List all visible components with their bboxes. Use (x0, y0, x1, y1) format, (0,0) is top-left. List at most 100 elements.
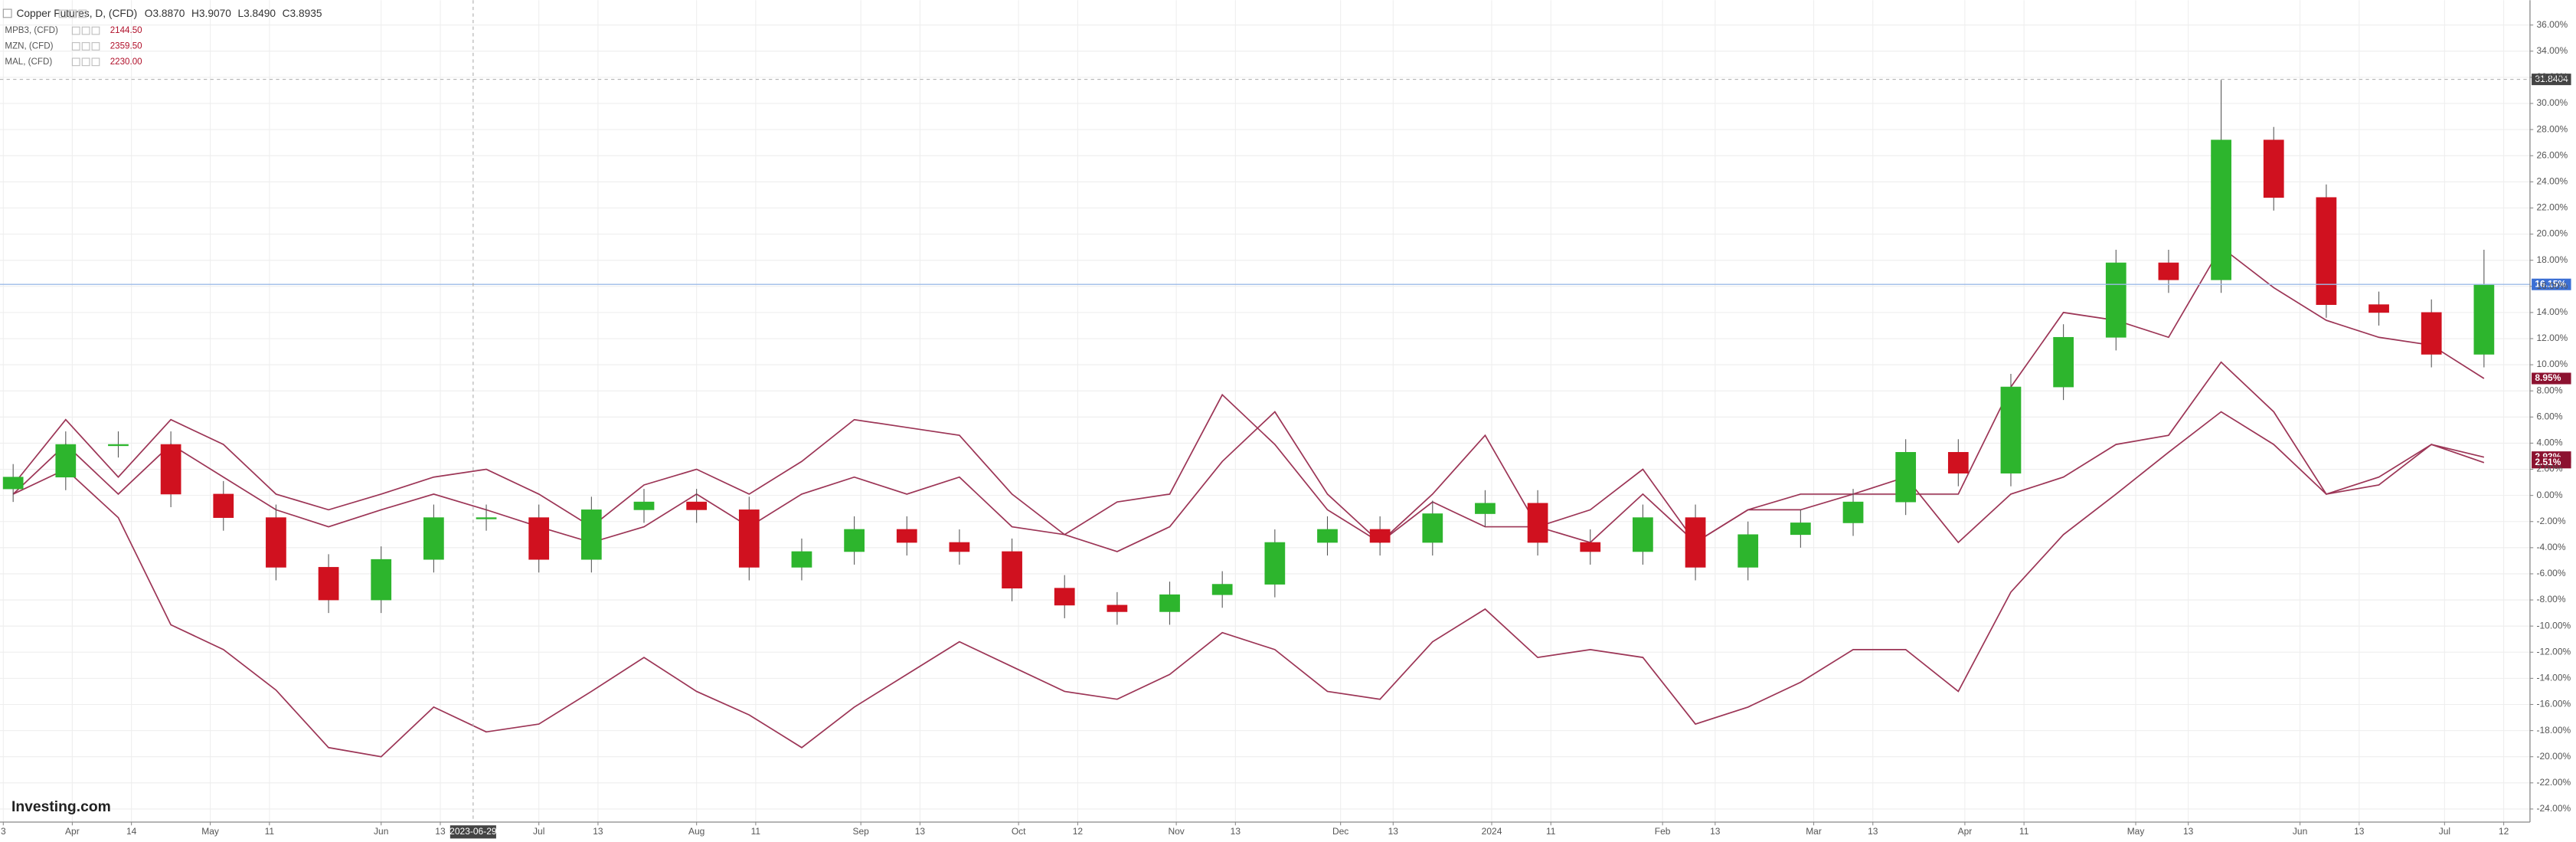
candle-body (1002, 551, 1022, 589)
crosshair-y-label: 31.8404 (2535, 74, 2568, 84)
header-icon[interactable] (78, 9, 87, 18)
y-tick-label: 4.00% (2537, 437, 2563, 448)
crosshair-x-label: 2023-06-29 (449, 826, 497, 837)
candle-body (1159, 594, 1180, 612)
branding-logo: Investing.com (11, 799, 111, 815)
x-tick-label: 13 (435, 826, 446, 837)
x-tick-label: 2024 (1482, 826, 1502, 837)
legend-icon[interactable] (91, 26, 100, 35)
candle-body (1947, 452, 1969, 473)
x-tick-label: May (201, 826, 219, 837)
collapse-icon[interactable] (2, 8, 12, 18)
y-tick-label: 26.00% (2537, 149, 2568, 160)
candle-body (423, 517, 444, 560)
candle-body (1475, 503, 1496, 514)
price-label-box (2532, 457, 2571, 469)
x-tick-label: 13 (1231, 826, 1241, 837)
crosshair-x-box (449, 825, 496, 839)
y-tick-label: 18.00% (2537, 254, 2568, 265)
x-tick-label: 11 (1546, 826, 1556, 837)
x-tick-label: 11 (2019, 826, 2029, 837)
y-tick-label: -18.00% (2537, 725, 2571, 736)
x-tick-label: Jun (2293, 826, 2307, 837)
y-tick-label: -8.00% (2537, 594, 2566, 604)
y-tick-label: 6.00% (2537, 411, 2563, 421)
legend-icon[interactable] (81, 42, 90, 51)
y-tick-label: 16.00% (2537, 280, 2568, 291)
candle-body (1895, 452, 1917, 503)
ohlc-value: H3.9070 (191, 8, 231, 19)
candle-body (949, 542, 970, 552)
x-tick-label: 12 (2499, 826, 2509, 837)
candle-body (476, 517, 497, 519)
comparison-line (12, 246, 2485, 552)
x-tick-label: Dec (1332, 826, 1348, 837)
y-tick-label: -24.00% (2537, 803, 2571, 814)
candle-body (2158, 262, 2179, 280)
y-tick-label: -22.00% (2537, 777, 2571, 788)
header-icon[interactable] (68, 9, 77, 18)
candle-body (55, 444, 77, 478)
x-tick-label: 13 (1710, 826, 1721, 837)
legend-icon[interactable] (91, 42, 100, 51)
legend-icon[interactable] (71, 26, 80, 35)
y-tick-label: -2.00% (2537, 516, 2566, 526)
candle-body (1527, 503, 1548, 543)
x-tick-label: Apr (65, 826, 80, 837)
chart-title: Copper Futures, D, (CFD) (16, 8, 137, 19)
y-tick-label: 8.00% (2537, 385, 2563, 395)
legend-icon[interactable] (81, 26, 90, 35)
y-tick-label: 36.00% (2537, 19, 2568, 30)
y-tick-label: 0.00% (2537, 490, 2563, 500)
x-tick-label: 11 (751, 826, 761, 837)
candle-body (844, 529, 865, 552)
y-tick-label: -6.00% (2537, 568, 2566, 578)
candle-body (2, 477, 24, 490)
candle-body (791, 551, 812, 568)
legend-icon[interactable] (71, 57, 80, 67)
legend-name: MZN, (CFD) (5, 41, 53, 51)
candle-body (1633, 517, 1653, 552)
x-tick-label: Apr (1958, 826, 1973, 837)
candle-body (1422, 513, 1443, 543)
y-tick-label: 22.00% (2537, 202, 2568, 213)
legend-icon[interactable] (71, 42, 80, 51)
candle-body (371, 559, 392, 601)
x-tick-label: 13 (1868, 826, 1878, 837)
candle-body (738, 509, 760, 568)
candle-body (266, 517, 286, 568)
legend-price: 2359.50 (110, 41, 142, 51)
candle-body (1211, 584, 1233, 595)
x-tick-label: 13 (915, 826, 926, 837)
comparison-line (12, 361, 2485, 544)
candle-body (2211, 139, 2231, 280)
x-tick-label: Mar (1806, 826, 1822, 837)
candle-body (1107, 604, 1128, 612)
x-tick-label: 13 (2354, 826, 2365, 837)
legend-name: MPB3, (CFD) (5, 26, 58, 35)
x-tick-label: Jun (374, 826, 388, 837)
y-tick-label: -4.00% (2537, 542, 2566, 552)
price-label: 8.95% (2535, 372, 2561, 383)
price-label: 2.51% (2535, 457, 2561, 467)
ohlc-value: L3.8490 (237, 8, 276, 19)
candle-body (2421, 312, 2442, 355)
y-tick-label: -14.00% (2537, 673, 2571, 683)
price-label-box (2532, 278, 2571, 290)
price-label: 16.15% (2535, 278, 2566, 289)
candle-body (2368, 304, 2389, 313)
marks-layer (2, 80, 2495, 758)
x-tick-label: 11 (265, 826, 275, 837)
legend-price: 2230.00 (110, 57, 142, 67)
header-icon[interactable] (58, 9, 67, 18)
y-tick-label: -16.00% (2537, 699, 2571, 709)
legend-icon[interactable] (81, 57, 90, 67)
candle-body (1842, 501, 1864, 523)
candle-body (2473, 283, 2495, 355)
candle-body (318, 567, 339, 601)
y-tick-label: 34.00% (2537, 45, 2568, 56)
price-label-box (2532, 372, 2571, 385)
legend-icon[interactable] (91, 57, 100, 67)
candle-body (160, 444, 181, 495)
